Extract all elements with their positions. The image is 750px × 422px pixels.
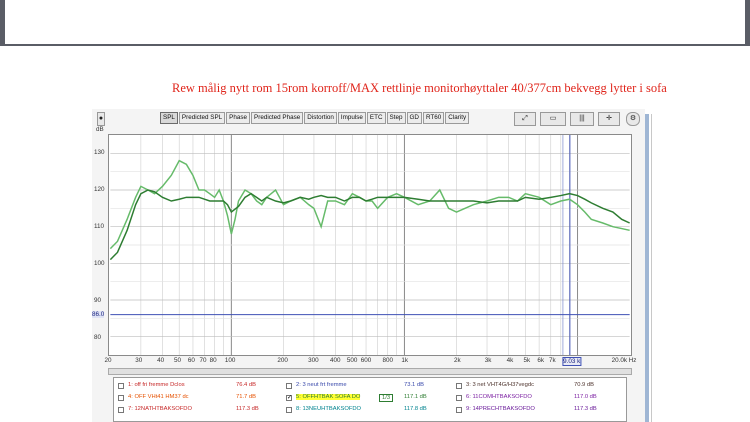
x-tick-label: 400 — [329, 357, 341, 364]
x-tick-label: 7k — [549, 357, 556, 364]
fit-icon[interactable]: ▭ — [540, 112, 566, 126]
tab-predicted-spl[interactable]: Predicted SPL — [178, 112, 226, 124]
x-tick-label: 80 — [209, 357, 217, 364]
measurement-name[interactable]: 2: 3 neut frt fremme — [296, 382, 347, 388]
spl-trace-1 — [109, 189, 630, 261]
measurement-checkbox[interactable] — [286, 383, 292, 389]
measurement-name[interactable]: 1: off fri fremme Dclos — [128, 382, 185, 388]
horizontal-scrollbar[interactable] — [108, 368, 632, 375]
cursor-y-readout: 86.0 — [92, 311, 105, 319]
x-tick-label: 5k — [523, 357, 531, 364]
x-tick-label: 2k — [454, 357, 461, 364]
y-tick-label: 80 — [94, 333, 102, 341]
tab-phase[interactable]: Phase — [226, 112, 251, 124]
measurement-level: 117.8 dB — [404, 406, 427, 412]
x-tick-label: 600 — [360, 357, 372, 364]
top-divider — [0, 44, 750, 46]
x-tick-label: 300 — [308, 357, 319, 364]
measurement-level: 117.3 dB — [236, 406, 259, 412]
measurement-name[interactable]: 5: OFFHTBAK SOFA DO — [296, 394, 361, 400]
x-tick-label: 6k — [537, 357, 544, 364]
tab-clarity[interactable]: Clarity — [445, 112, 470, 124]
y-axis-unit: dB — [96, 126, 104, 133]
x-tick-label: 60 — [187, 357, 195, 364]
measurement-checkbox[interactable] — [118, 395, 124, 401]
measurement-level: 117.3 dB — [574, 406, 597, 412]
expand-icon[interactable]: ✛ — [598, 112, 620, 126]
gear-icon[interactable]: ⚙ — [626, 112, 640, 126]
measurement-checkbox[interactable] — [456, 407, 462, 413]
x-tick-label: 40 — [157, 357, 165, 364]
zoom-icon[interactable]: ⤢ — [514, 112, 536, 126]
bars-icon[interactable]: ||| — [570, 112, 594, 126]
measurement-name[interactable]: 7: 12NATHTBAKSOFDO — [128, 406, 192, 412]
spl-chart[interactable] — [108, 134, 632, 356]
measurement-name[interactable]: 9: 14PRECHTBAKSOFDO — [466, 406, 535, 412]
left-border — [0, 0, 5, 46]
tab-spl[interactable]: SPL — [160, 112, 178, 124]
measurement-level: 76.4 dB — [236, 382, 256, 388]
measurement-checkbox[interactable]: ✓ — [286, 395, 293, 401]
measurement-name[interactable]: 4: OFF VHt41 HM37 dc — [128, 394, 189, 400]
x-tick-label: 30 — [135, 357, 143, 364]
x-tick-label: 1k — [401, 357, 409, 364]
measurement-level: 70.9 dB — [574, 382, 594, 388]
x-tick-label: 4k — [506, 357, 514, 364]
x-tick-label: 70 — [199, 357, 207, 364]
measurement-checkbox[interactable] — [456, 383, 462, 389]
y-tick-label: 120 — [94, 185, 105, 193]
x-tick-label: 500 — [346, 357, 358, 364]
measurement-name[interactable]: 6: 11COMHTBAKSOFDO — [466, 394, 532, 400]
smoothing-badge[interactable]: 1/3 — [379, 394, 394, 402]
cursor-x-readout: 9.03 k — [562, 357, 582, 366]
x-tick-label: 50 — [173, 357, 182, 364]
x-tick-label: 200 — [277, 357, 288, 364]
tab-predicted-phase[interactable]: Predicted Phase — [251, 112, 304, 124]
x-tick-label: 100 — [224, 357, 236, 364]
tab-rt60[interactable]: RT60 — [422, 112, 445, 124]
x-tick-label: 3k — [484, 357, 492, 364]
measurement-name[interactable]: 8: 13NEUHTBAKSOFDO — [296, 406, 362, 412]
graph-tab-bar: SPL Predicted SPL Phase Predicted Phase Dist… — [160, 112, 470, 124]
measurement-checkbox[interactable] — [118, 383, 124, 389]
tab-impulse[interactable]: Impulse — [337, 112, 366, 124]
x-tick-label: 20.0k Hz — [611, 357, 637, 364]
tab-gd[interactable]: GD — [406, 112, 422, 124]
measurement-legend: 1: off fri fremme Dclos 76.4 dB 2: 3 neut … — [113, 377, 627, 422]
tab-step[interactable]: Step — [386, 112, 406, 124]
tab-distortion[interactable]: Distortion — [304, 112, 337, 124]
measurement-name[interactable]: 3: 3 net VHT4G/H37vegdc — [466, 382, 534, 388]
measurement-checkbox[interactable] — [456, 395, 462, 401]
window-edge — [651, 114, 652, 422]
y-tick-label: 130 — [94, 148, 105, 156]
measurement-level: 117.1 dB — [404, 394, 427, 400]
y-tick-label: 90 — [94, 296, 102, 304]
measurement-checkbox[interactable] — [118, 407, 124, 413]
spl-trace-2 — [109, 159, 630, 250]
measurement-level: 71.7 dB — [236, 394, 256, 400]
measurement-level: 117.0 dB — [574, 394, 597, 400]
top-band — [0, 0, 750, 46]
y-tick-label: 100 — [94, 259, 105, 267]
tab-etc[interactable]: ETC — [366, 112, 386, 124]
y-tick-label: 110 — [94, 222, 105, 230]
scrollbar-track[interactable] — [645, 114, 649, 422]
measurement-level: 73.1 dB — [404, 382, 424, 388]
right-border — [745, 0, 750, 46]
x-tick-label: 800 — [382, 357, 394, 364]
post-caption: Rew målig nytt rom 15rom korroff/MAX ret… — [172, 81, 667, 95]
x-tick-label: 20 — [104, 357, 112, 364]
settings-dot-icon[interactable]: ● — [97, 112, 105, 126]
measurement-checkbox[interactable] — [286, 407, 292, 413]
